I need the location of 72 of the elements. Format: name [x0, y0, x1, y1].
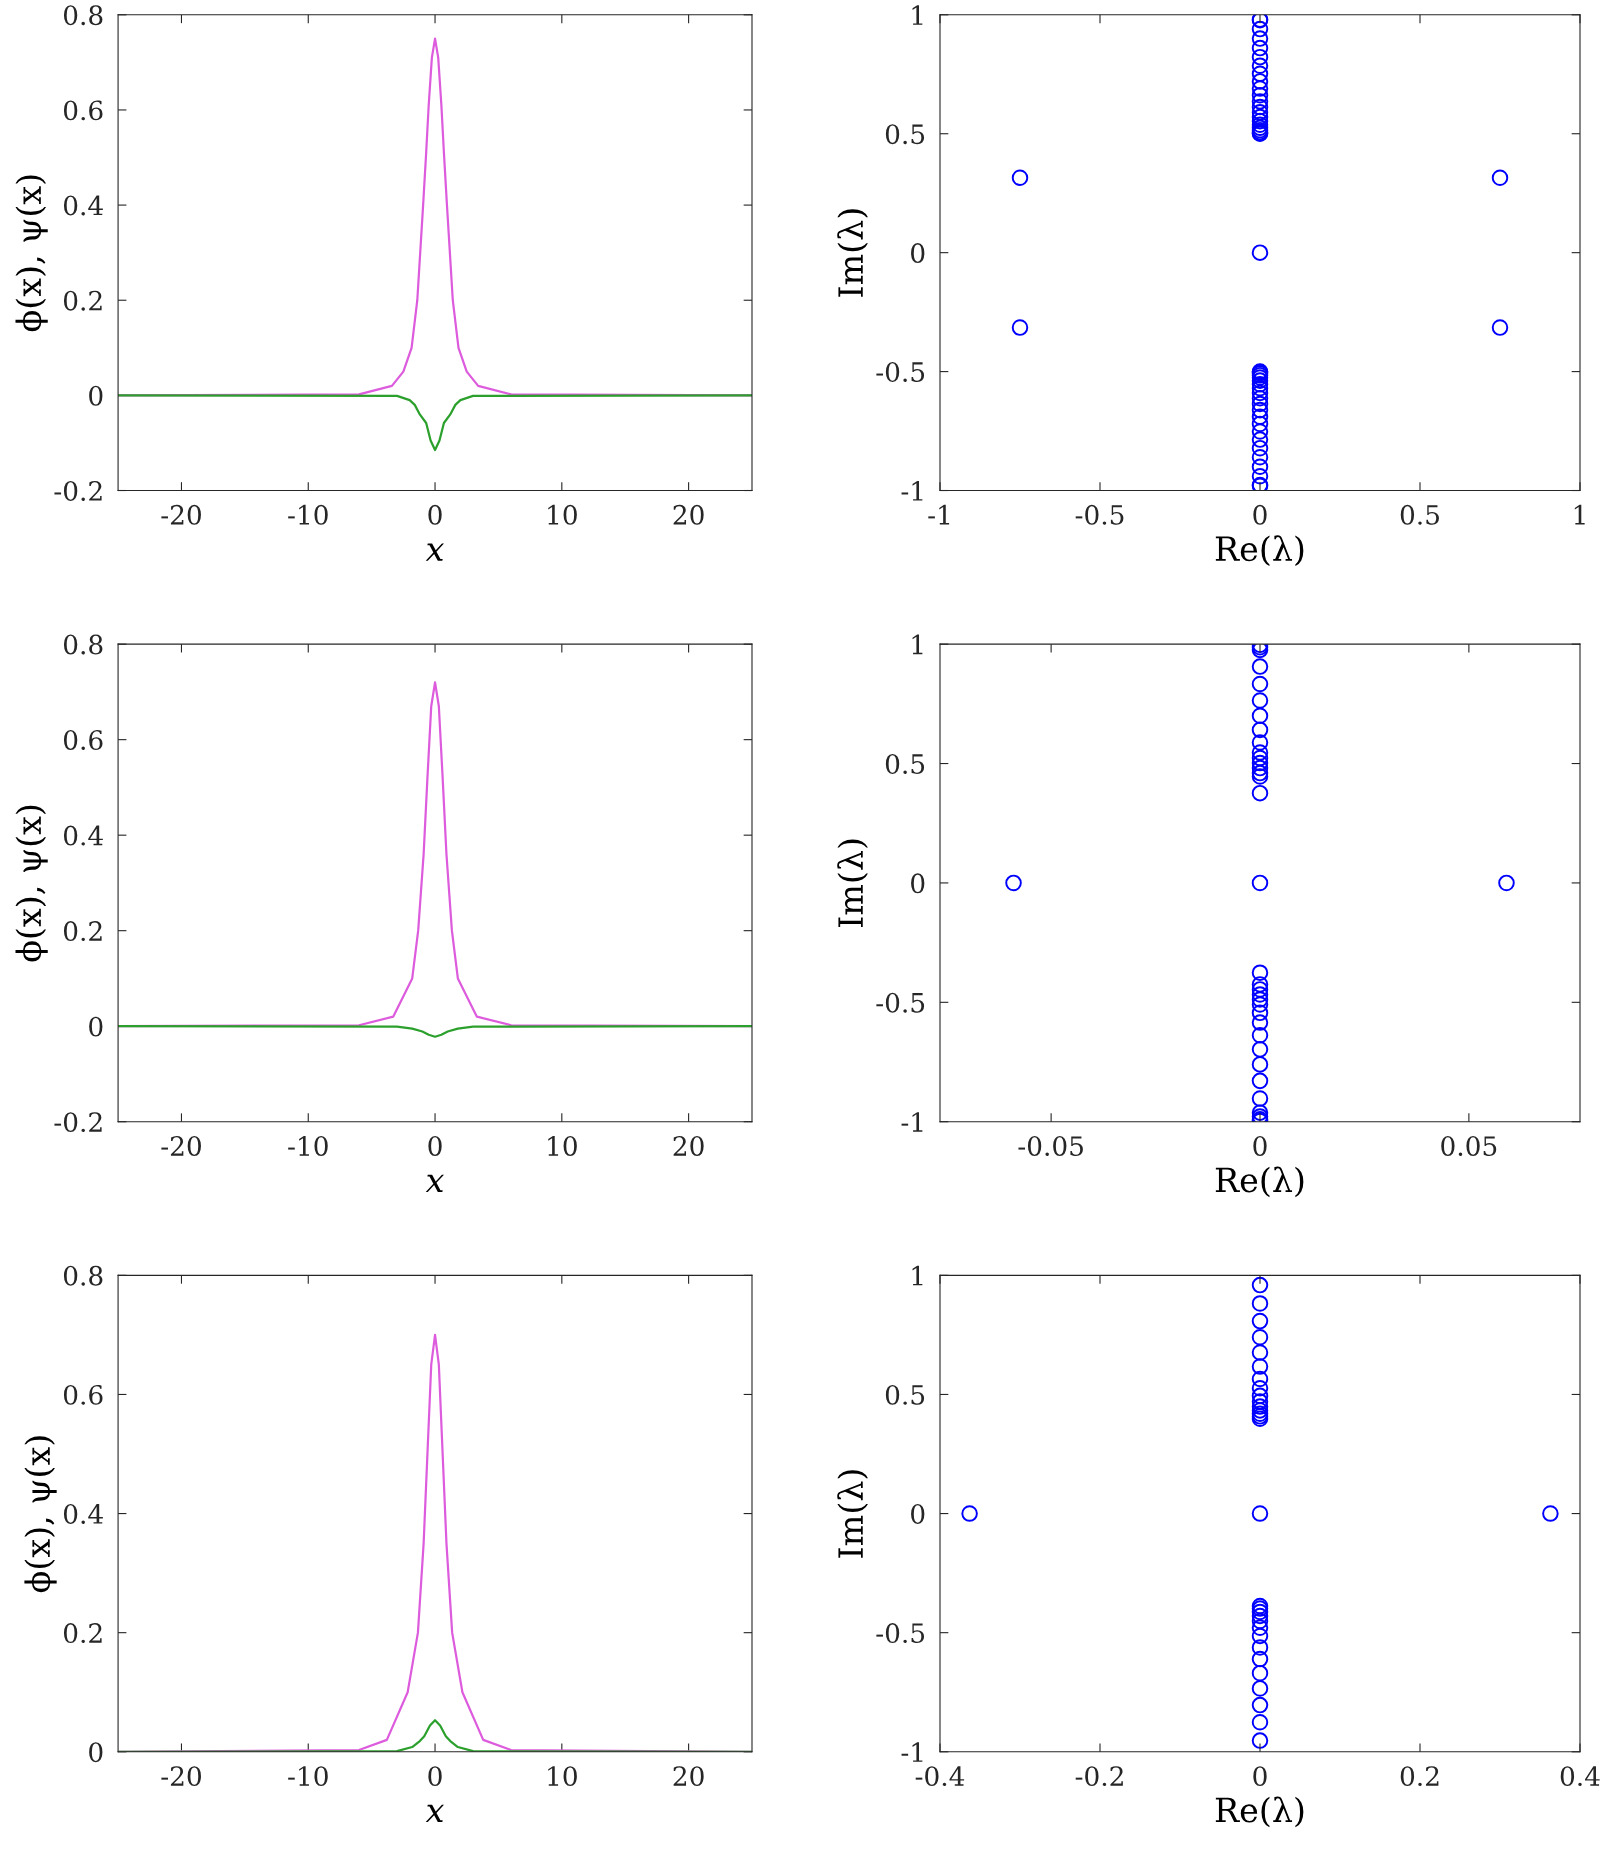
x-tick-label: 0 [428, 1766, 442, 1787]
x-axis-title: x [425, 1174, 444, 1193]
x-axis-title: Re(λ) [1215, 1166, 1304, 1198]
x-tick-label: -20 [161, 1136, 201, 1157]
y-tick-label: -0.2 [54, 1112, 102, 1133]
y-axis-title: Im(λ) [837, 839, 868, 928]
y-tick-label: 0.4 [63, 825, 103, 846]
x-tick-label: -10 [288, 1136, 328, 1157]
y-tick-label: 0 [911, 873, 925, 894]
x-tick-label: 20 [673, 504, 704, 525]
y-tick-label: 0.5 [885, 124, 925, 145]
x-axis-title: x [425, 1804, 444, 1823]
y-tick-label: 0.5 [885, 1384, 925, 1405]
y-tick-label: 0.6 [63, 1384, 103, 1405]
x-tick-label: -1 [928, 504, 950, 525]
x-tick-label: 0.5 [1400, 504, 1439, 525]
y-tick-label: 1 [912, 634, 923, 655]
y-axis-title: ϕ(x), ψ(x) [24, 1436, 57, 1593]
y-axis-title: ϕ(x), ψ(x) [15, 175, 48, 332]
x-tick-label: 0.4 [1560, 1766, 1600, 1787]
y-tick-label: 0.2 [63, 921, 102, 942]
x-tick-label: 0 [428, 504, 442, 525]
x-tick-label: 20 [673, 1136, 704, 1157]
x-tick-label: 10 [548, 504, 577, 525]
y-tick-label: 0.8 [63, 634, 103, 655]
y-tick-label: 0 [911, 243, 925, 264]
y-tick-label: -1 [901, 480, 923, 501]
y-tick-label: -0.5 [876, 1623, 925, 1644]
x-tick-label: -0.4 [915, 1766, 965, 1787]
x-tick-label: -10 [288, 1766, 328, 1787]
y-axis-title: Im(λ) [837, 209, 868, 297]
y-tick-label: 0.8 [63, 1265, 103, 1286]
x-tick-label: 0 [1253, 504, 1267, 525]
y-tick-label: 1 [912, 1265, 923, 1286]
y-tick-label: 0.2 [63, 1623, 102, 1644]
x-tick-label: -10 [288, 504, 328, 525]
x-tick-label: 1 [1574, 504, 1585, 525]
x-tick-label: 0 [1253, 1136, 1267, 1157]
y-tick-label: 0.5 [885, 753, 925, 774]
y-tick-label: 0.4 [63, 1504, 103, 1524]
x-axis-title: x [425, 543, 444, 561]
y-tick-label: -0.5 [876, 992, 925, 1013]
y-tick-label: 0.8 [63, 5, 103, 26]
y-tick-label: 0.4 [63, 195, 103, 216]
x-tick-label: 0 [428, 1136, 442, 1157]
x-tick-label: -0.2 [1075, 1766, 1123, 1787]
y-tick-label: -0.2 [54, 480, 102, 501]
x-tick-label: 10 [548, 1766, 577, 1787]
x-tick-label: 0.2 [1400, 1766, 1439, 1787]
y-tick-label: -1 [901, 1742, 923, 1762]
x-tick-label: -0.05 [1018, 1136, 1083, 1157]
y-axis-title: ϕ(x), ψ(x) [15, 805, 48, 962]
x-tick-label: -20 [161, 504, 201, 525]
y-tick-label: 0.6 [63, 100, 103, 121]
y-tick-label: -1 [901, 1112, 923, 1132]
x-tick-label: -20 [161, 1766, 201, 1787]
y-tick-label: 1 [912, 5, 923, 25]
x-tick-label: 0 [1253, 1766, 1267, 1787]
y-tick-label: 0.2 [63, 290, 102, 311]
x-axis-title: Re(λ) [1215, 535, 1304, 567]
y-tick-label: 0 [911, 1504, 925, 1524]
y-tick-label: 0 [89, 1016, 103, 1037]
x-tick-label: 10 [548, 1136, 577, 1157]
y-tick-label: 0 [89, 1742, 103, 1763]
y-tick-label: -0.5 [876, 362, 925, 382]
y-tick-label: 0 [89, 385, 103, 406]
x-tick-label: -0.5 [1075, 504, 1124, 525]
y-tick-label: 0.6 [63, 730, 103, 751]
x-tick-label: 0.05 [1441, 1136, 1497, 1157]
y-axis-title: Im(λ) [837, 1470, 868, 1558]
x-axis-title: Re(λ) [1215, 1796, 1304, 1828]
x-tick-label: 20 [673, 1766, 704, 1787]
